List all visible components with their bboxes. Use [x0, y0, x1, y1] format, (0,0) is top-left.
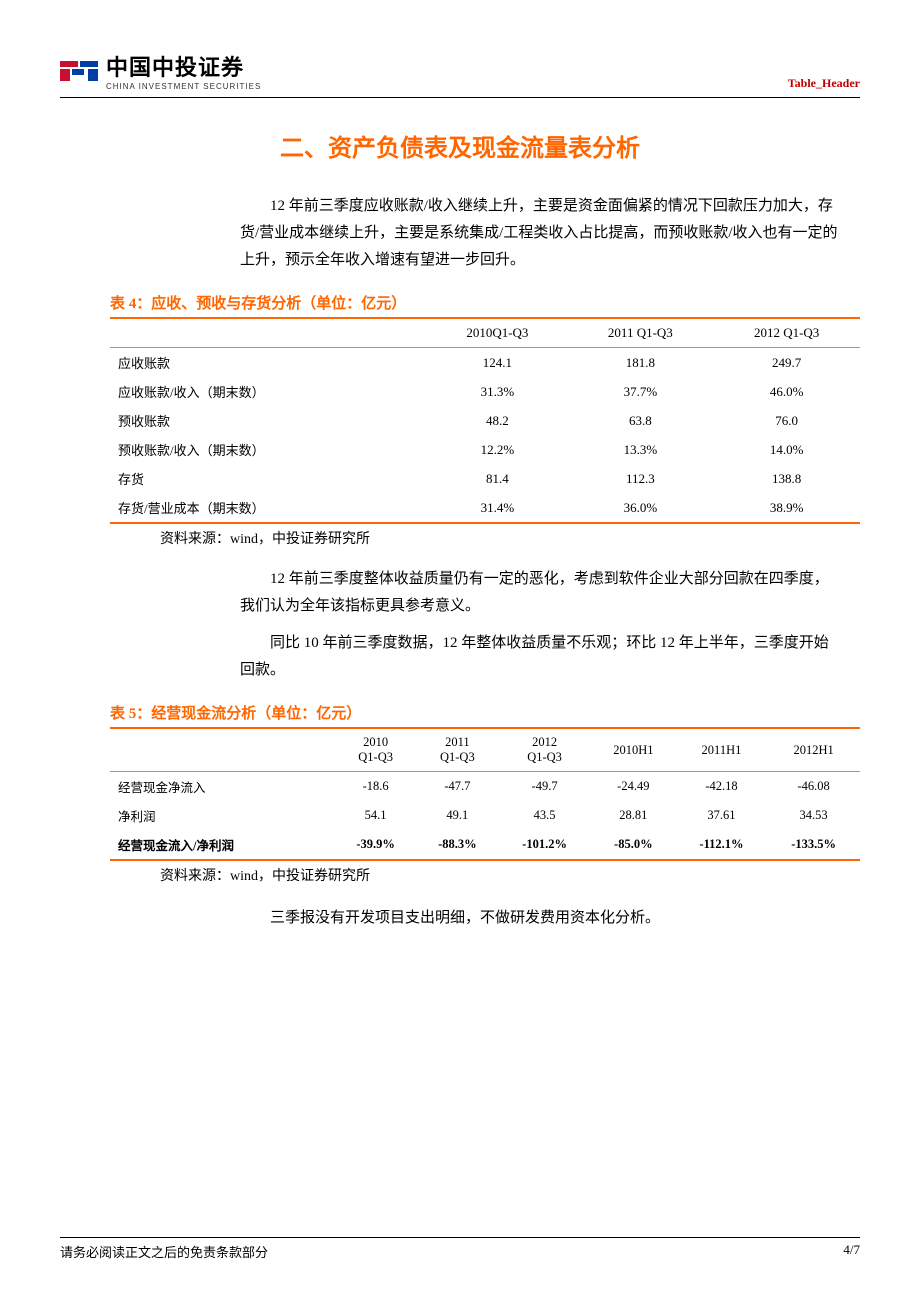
- header-right-label: Table_Header: [788, 76, 860, 91]
- table4: 2010Q1-Q3 2011 Q1-Q3 2012 Q1-Q3 应收账款124.…: [110, 319, 860, 524]
- table-cell: -133.5%: [767, 830, 860, 860]
- table-cell: -46.08: [767, 772, 860, 802]
- table-cell: -18.6: [335, 772, 417, 802]
- table-cell: 12.2%: [427, 435, 567, 464]
- footer-disclaimer: 请务必阅读正文之后的免责条款部分: [60, 1242, 268, 1261]
- table-row: 应收账款124.1181.8249.7: [110, 348, 860, 378]
- table-cell: 14.0%: [713, 435, 860, 464]
- table-cell: 净利润: [110, 801, 335, 830]
- table5-source: 资料来源：wind，中投证券研究所: [160, 865, 860, 885]
- table-cell: 存货: [110, 464, 427, 493]
- table-cell: -85.0%: [591, 830, 676, 860]
- table-cell: 124.1: [427, 348, 567, 378]
- table-cell: 249.7: [713, 348, 860, 378]
- table5-body: 经营现金净流入-18.6-47.7-49.7-24.49-42.18-46.08…: [110, 772, 860, 861]
- page-header: 中国中投证券 CHINA INVESTMENT SECURITIES Table…: [60, 50, 860, 98]
- table4-col3: 2012 Q1-Q3: [713, 319, 860, 348]
- table-cell: 38.9%: [713, 493, 860, 523]
- table-cell: 46.0%: [713, 377, 860, 406]
- logo-text-en: CHINA INVESTMENT SECURITIES: [106, 82, 261, 91]
- table-cell: 54.1: [335, 801, 417, 830]
- t5-c4: 2010H1: [591, 729, 676, 772]
- table-cell: -47.7: [416, 772, 498, 802]
- t5-c2: 2011Q1-Q3: [416, 729, 498, 772]
- table-cell: -49.7: [498, 772, 591, 802]
- table-cell: 43.5: [498, 801, 591, 830]
- paragraph-1: 12 年前三季度应收账款/收入继续上升，主要是资金面偏紧的情况下回款压力加大，存…: [240, 193, 840, 274]
- table-cell: -24.49: [591, 772, 676, 802]
- table-cell: 81.4: [427, 464, 567, 493]
- table4-col0: [110, 319, 427, 348]
- table-cell: 13.3%: [567, 435, 713, 464]
- paragraph-3: 同比 10 年前三季度数据，12 年整体收益质量不乐观；环比 12 年上半年，三…: [240, 630, 840, 684]
- table-row: 应收账款/收入（期末数）31.3%37.7%46.0%: [110, 377, 860, 406]
- t5-c0: [110, 729, 335, 772]
- table-cell: -112.1%: [676, 830, 768, 860]
- section-title: 二、资产负债表及现金流量表分析: [60, 128, 860, 163]
- logo-text-cn: 中国中投证券: [106, 50, 261, 82]
- table-row: 净利润54.149.143.528.8137.6134.53: [110, 801, 860, 830]
- company-logo: 中国中投证券 CHINA INVESTMENT SECURITIES: [60, 50, 261, 91]
- table5: 2010Q1-Q3 2011Q1-Q3 2012Q1-Q3 2010H1 201…: [110, 729, 860, 861]
- table-cell: 28.81: [591, 801, 676, 830]
- t5-c1: 2010Q1-Q3: [335, 729, 417, 772]
- table-cell: -88.3%: [416, 830, 498, 860]
- table4-header-row: 2010Q1-Q3 2011 Q1-Q3 2012 Q1-Q3: [110, 319, 860, 348]
- table-row: 预收账款48.263.876.0: [110, 406, 860, 435]
- t5-c3: 2012Q1-Q3: [498, 729, 591, 772]
- table-cell: 48.2: [427, 406, 567, 435]
- t5-c5: 2011H1: [676, 729, 768, 772]
- table-cell: 76.0: [713, 406, 860, 435]
- table-cell: 存货/营业成本（期末数）: [110, 493, 427, 523]
- table-cell: 经营现金净流入: [110, 772, 335, 802]
- table-cell: 应收账款/收入（期末数）: [110, 377, 427, 406]
- table4-body: 应收账款124.1181.8249.7应收账款/收入（期末数）31.3%37.7…: [110, 348, 860, 524]
- table-cell: 31.4%: [427, 493, 567, 523]
- table-cell: -39.9%: [335, 830, 417, 860]
- table-row: 存货/营业成本（期末数）31.4%36.0%38.9%: [110, 493, 860, 523]
- table-cell: 37.7%: [567, 377, 713, 406]
- table5-title: 表 5：经营现金流分析（单位：亿元）: [110, 702, 860, 729]
- table-cell: 112.3: [567, 464, 713, 493]
- table-row: 经营现金净流入-18.6-47.7-49.7-24.49-42.18-46.08: [110, 772, 860, 802]
- table-row: 存货81.4112.3138.8: [110, 464, 860, 493]
- table4-col2: 2011 Q1-Q3: [567, 319, 713, 348]
- footer-page-number: 4/7: [843, 1242, 860, 1261]
- table4-source: 资料来源：wind，中投证券研究所: [160, 528, 860, 548]
- table-cell: 应收账款: [110, 348, 427, 378]
- table-row: 预收账款/收入（期末数）12.2%13.3%14.0%: [110, 435, 860, 464]
- t5-c6: 2012H1: [767, 729, 860, 772]
- table-cell: 31.3%: [427, 377, 567, 406]
- table-cell: 49.1: [416, 801, 498, 830]
- table-cell: 37.61: [676, 801, 768, 830]
- table-cell: 63.8: [567, 406, 713, 435]
- table-cell: 经营现金流入/净利润: [110, 830, 335, 860]
- paragraph-2: 12 年前三季度整体收益质量仍有一定的恶化，考虑到软件企业大部分回款在四季度，我…: [240, 566, 840, 620]
- page-footer: 请务必阅读正文之后的免责条款部分 4/7: [60, 1237, 860, 1261]
- logo-mark-icon: [60, 57, 100, 85]
- table5-header-row: 2010Q1-Q3 2011Q1-Q3 2012Q1-Q3 2010H1 201…: [110, 729, 860, 772]
- table-cell: 预收账款: [110, 406, 427, 435]
- table-cell: 预收账款/收入（期末数）: [110, 435, 427, 464]
- table-row: 经营现金流入/净利润-39.9%-88.3%-101.2%-85.0%-112.…: [110, 830, 860, 860]
- table-cell: 138.8: [713, 464, 860, 493]
- table-cell: 34.53: [767, 801, 860, 830]
- table-cell: 181.8: [567, 348, 713, 378]
- table-cell: -42.18: [676, 772, 768, 802]
- table4-title: 表 4：应收、预收与存货分析（单位：亿元）: [110, 292, 860, 319]
- table-cell: 36.0%: [567, 493, 713, 523]
- table4-col1: 2010Q1-Q3: [427, 319, 567, 348]
- table-cell: -101.2%: [498, 830, 591, 860]
- paragraph-4: 三季报没有开发项目支出明细，不做研发费用资本化分析。: [240, 905, 840, 932]
